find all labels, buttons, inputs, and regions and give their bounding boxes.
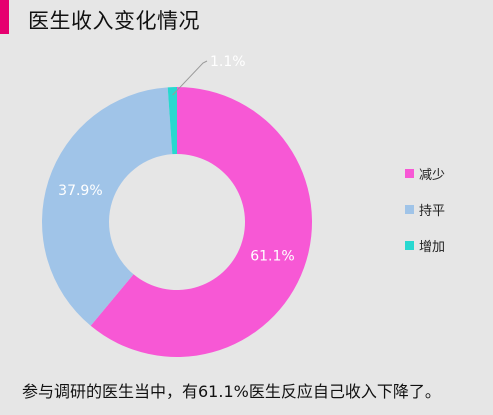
legend-label: 减少 [419, 168, 446, 183]
chart-slices [42, 87, 313, 357]
chart-data-labels: 61.1% 37.9% 1.1% [58, 54, 295, 264]
leader-line [172, 60, 208, 96]
legend-swatch [405, 169, 414, 178]
slice-3 [167, 87, 177, 155]
legend-swatch [405, 241, 414, 250]
slice-1 [90, 87, 313, 357]
legend-label: 持平 [419, 204, 446, 219]
slice-2 [42, 87, 173, 326]
data-label-3: 1.1% [210, 54, 246, 70]
legend-label: 增加 [419, 240, 446, 255]
data-label-2: 37.9% [58, 183, 102, 199]
legend-swatch [405, 205, 414, 214]
data-label-1: 61.1% [250, 248, 294, 264]
title-accent-bar [0, 0, 9, 34]
page-title: 医生收入变化情况 [28, 9, 200, 33]
chart-footnote: 参与调研的医生当中，有61.1%医生反应自己收入下降了。 [22, 382, 441, 401]
